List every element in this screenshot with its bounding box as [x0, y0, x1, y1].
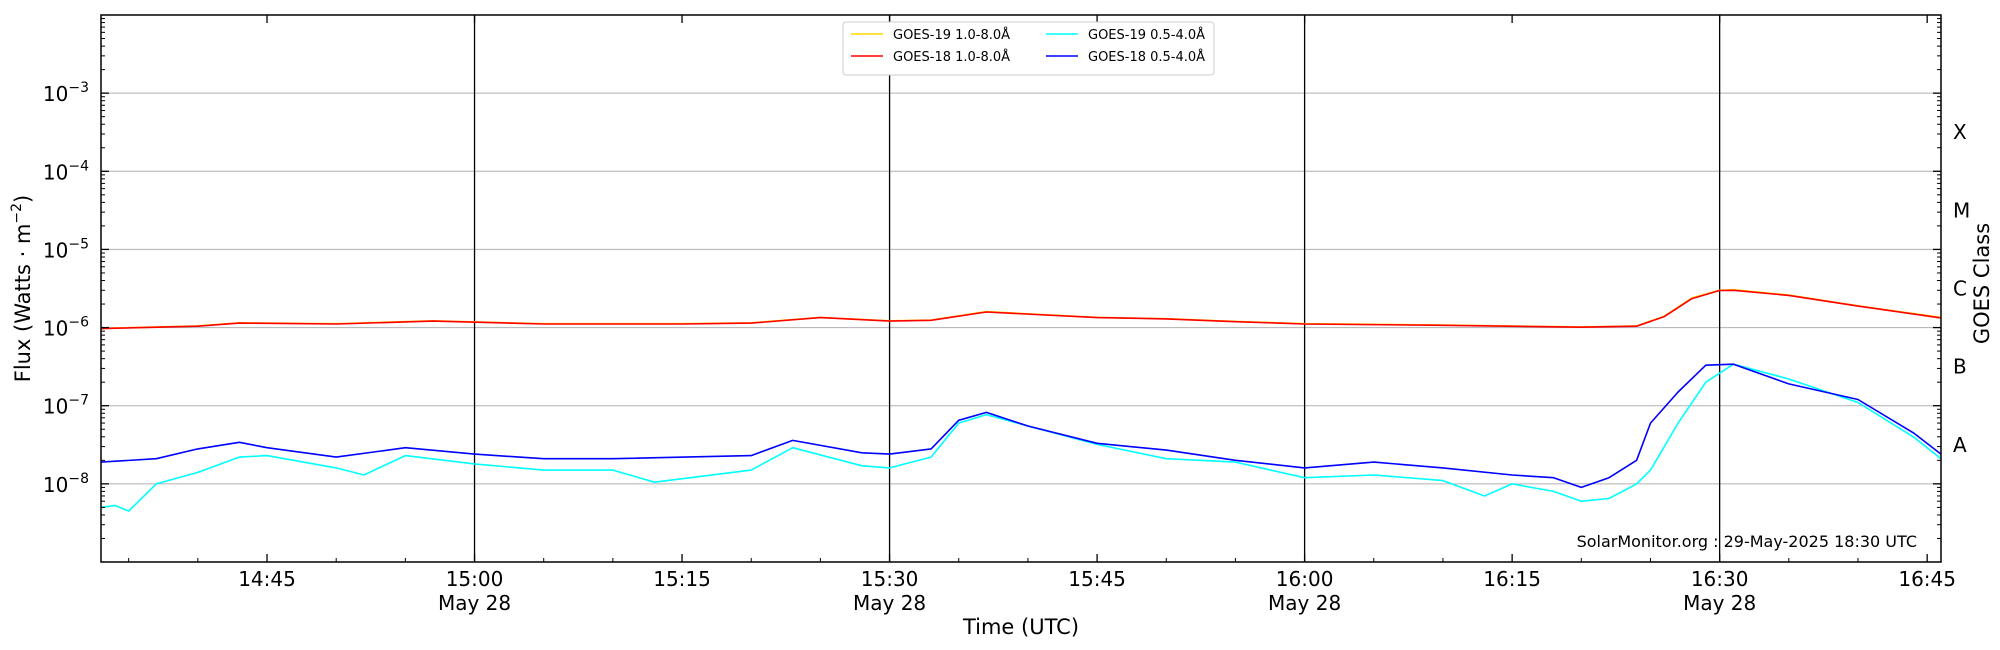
- x-tick-label: 16:30: [1691, 567, 1749, 591]
- series-line-2: [100, 363, 1942, 512]
- x-tick-label: 16:45: [1898, 567, 1956, 591]
- goes-class-labels: X M C B A: [1953, 120, 1970, 457]
- y-tick-exponent: −5: [68, 236, 89, 252]
- legend-label: GOES-18 0.5-4.0Å: [1088, 49, 1205, 65]
- series-line-1: [100, 289, 1942, 330]
- horizontal-gridlines: [101, 92, 1941, 485]
- x-tick-label: 15:45: [1068, 567, 1126, 591]
- y-tick-exponent: −4: [68, 158, 89, 174]
- y-tick-base: 10: [43, 82, 68, 106]
- axis-ticks: [101, 15, 1941, 562]
- y-tick-base: 10: [43, 395, 68, 419]
- goes-class-label: C: [1953, 277, 1967, 301]
- x-tick-label: 15:15: [653, 567, 711, 591]
- y-tick-base: 10: [43, 473, 68, 497]
- goes-class-label: M: [1953, 198, 1970, 222]
- flux-series: [100, 288, 1942, 512]
- y-tick-label: 10−6: [43, 315, 89, 341]
- x-tick-date: May 28: [853, 591, 926, 615]
- y-tick-label: 10−3: [43, 80, 89, 106]
- y-tick-base: 10: [43, 160, 68, 184]
- x-tick-date: May 28: [1683, 591, 1756, 615]
- legend-label: GOES-19 0.5-4.0Å: [1088, 27, 1205, 43]
- series-line-3: [100, 363, 1942, 489]
- x-axis-title: Time (UTC): [962, 615, 1079, 639]
- legend-box: [842, 21, 1215, 76]
- goes-class-label: X: [1953, 120, 1967, 144]
- legend-label: GOES-19 1.0-8.0Å: [893, 27, 1010, 43]
- y-tick-label: 10−5: [43, 236, 89, 262]
- legend: GOES-19 1.0-8.0Å GOES-19 0.5-4.0Å GOES-18 …: [842, 21, 1215, 76]
- y-tick-exponent: −8: [68, 471, 89, 487]
- hour-marker-lines: [473, 15, 1721, 562]
- x-tick-label: 14:45: [238, 567, 296, 591]
- x-tick-label: 16:15: [1483, 567, 1541, 591]
- y-tick-base: 10: [43, 238, 68, 262]
- y-axis-title: Flux (Watts · m−2): [9, 195, 35, 383]
- y-tick-labels: 10−310−410−510−610−710−8: [43, 80, 89, 497]
- y-tick-exponent: −3: [68, 80, 89, 96]
- y-tick-base: 10: [43, 317, 68, 341]
- y-tick-exponent: −7: [68, 393, 89, 409]
- legend-label: GOES-18 1.0-8.0Å: [893, 49, 1010, 65]
- goes-class-label: A: [1953, 433, 1967, 457]
- x-tick-date: May 28: [1268, 591, 1341, 615]
- y-tick-exponent: −6: [68, 315, 89, 331]
- y2-axis-title: GOES Class: [1970, 223, 1994, 344]
- y-tick-label: 10−4: [43, 158, 89, 184]
- plot-frame: [100, 14, 1942, 563]
- x-tick-date: May 28: [438, 591, 511, 615]
- source-timestamp: SolarMonitor.org : 29-May-2025 18:30 UTC: [1577, 532, 1917, 551]
- x-tick-label: 16:00: [1276, 567, 1334, 591]
- x-tick-label: 15:30: [861, 567, 919, 591]
- y-tick-label: 10−8: [43, 471, 89, 497]
- x-tick-label: 15:00: [446, 567, 504, 591]
- y-tick-label: 10−7: [43, 393, 89, 419]
- goes-class-label: B: [1953, 355, 1967, 379]
